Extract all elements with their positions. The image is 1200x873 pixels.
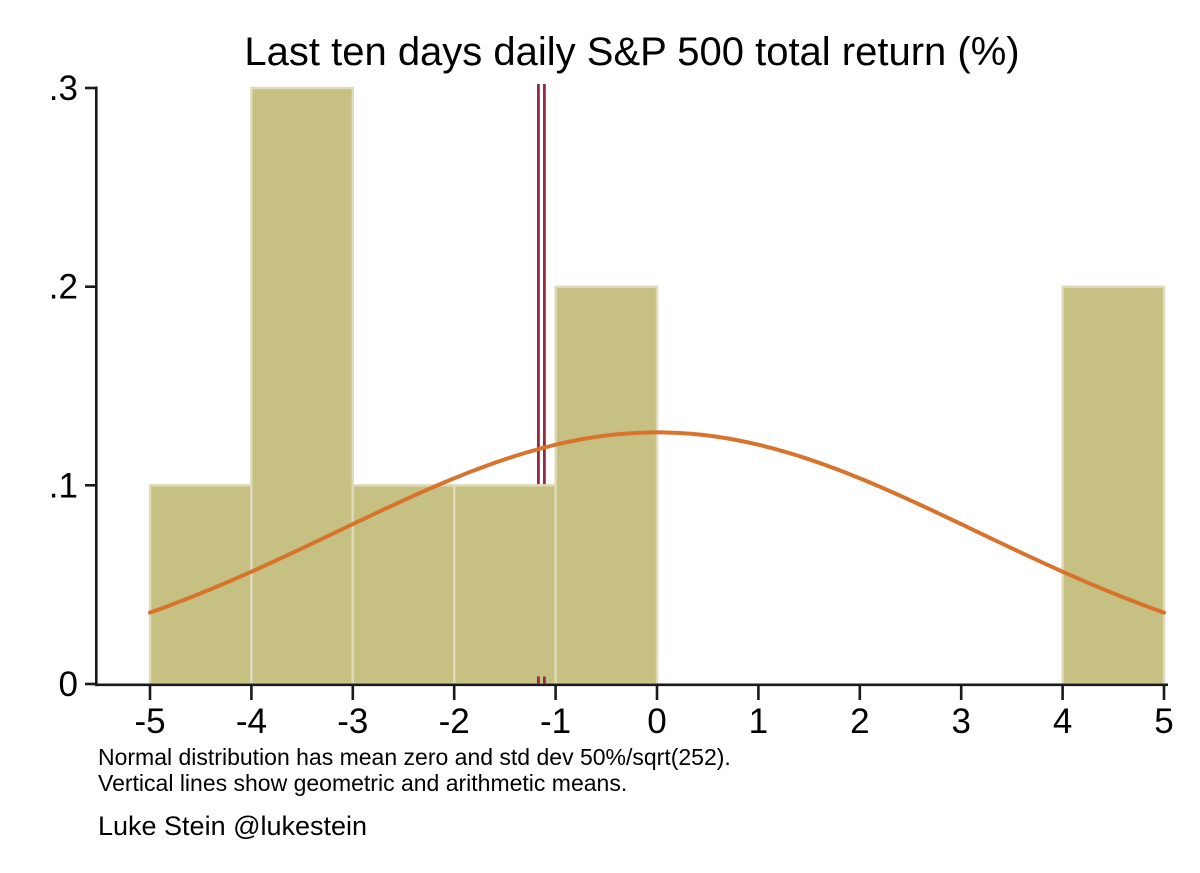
x-tick-label: 5 [1154,702,1173,741]
histogram-bar [250,86,354,686]
x-tick-label: 0 [647,702,666,741]
histogram-bar [1061,285,1166,686]
y-tick-label: .1 [49,466,78,505]
y-tick-label: .2 [49,268,78,307]
x-tick-label: -2 [439,702,470,741]
histogram-bar [453,484,557,686]
histogram-bar [554,285,659,686]
mean-vline-arithmetic [543,84,546,685]
mean-vline-axis-mark [543,676,546,684]
x-tick-label: -4 [236,702,267,741]
attribution: Luke Stein @lukestein [98,811,368,841]
note-line-1: Normal distribution has mean zero and st… [98,744,731,770]
chart-notes: Normal distribution has mean zero and st… [98,744,731,796]
histogram-bar [148,484,253,686]
x-tick-label: -3 [337,702,368,741]
x-tick-label: 2 [850,702,869,741]
note-line-2: Vertical lines show geometric and arithm… [98,770,628,796]
histogram-bar [351,484,456,686]
y-tick-label: .3 [49,69,78,108]
x-tick-label: 4 [1053,702,1072,741]
x-tick-label: -1 [540,702,571,741]
x-tick-label: 1 [749,702,768,741]
x-tick-label: 3 [951,702,970,741]
x-tick-label: -5 [134,702,165,741]
normal-curve [148,430,1166,615]
chart-title: Last ten days daily S&P 500 total return… [244,30,1020,74]
mean-vline-axis-mark [537,676,540,684]
mean-vline-geometric [537,84,540,685]
y-tick-label: 0 [59,665,78,704]
